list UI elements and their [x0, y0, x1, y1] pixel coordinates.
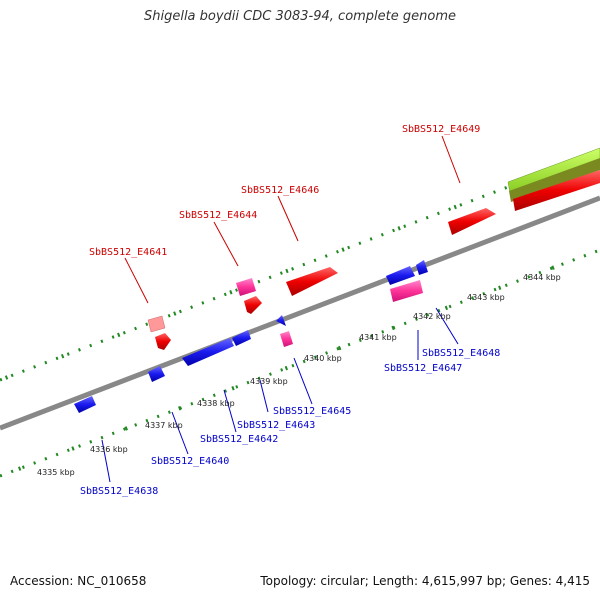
- kbp-label-4340: 4340 kbp: [304, 354, 342, 363]
- inner-ruler: [0, 248, 600, 478]
- gene-label-e4641: SbBS512_E4641: [89, 247, 167, 258]
- reverse-feature-e4645-a: [276, 315, 286, 326]
- reverse-feature-e4643: [232, 330, 251, 346]
- kbp-label-4337: 4337 kbp: [145, 421, 183, 430]
- gene-label-e4649: SbBS512_E4649: [402, 124, 480, 135]
- reverse-feature-e4648: [416, 260, 428, 275]
- gene-label-e4648: SbBS512_E4648: [422, 348, 500, 359]
- green-feature-band: [507, 147, 600, 194]
- kbp-label-4339: 4339 kbp: [250, 377, 288, 386]
- kbp-label-4338: 4338 kbp: [197, 399, 235, 408]
- forward-feature-e4644: [244, 296, 262, 314]
- gene-label-e4640: SbBS512_E4640: [151, 456, 229, 467]
- gene-label-e4642: SbBS512_E4642: [200, 434, 278, 445]
- kbp-label-4343: 4343 kbp: [467, 293, 505, 302]
- gene-label-e4647: SbBS512_E4647: [384, 363, 462, 374]
- reverse-feature-e4640: [148, 366, 165, 382]
- reverse-feature-e4647: [386, 266, 415, 285]
- kbp-scale-labels: 4335 kbp 4336 kbp 4337 kbp 4338 kbp 4339…: [37, 273, 561, 477]
- genome-stats-text: Topology: circular; Length: 4,615,997 bp…: [260, 574, 590, 588]
- reverse-feature-e4647-rna: [390, 280, 423, 302]
- forward-feature-e4641: [155, 333, 171, 350]
- forward-feature-e4641-rna: [147, 315, 166, 333]
- kbp-label-4344: 4344 kbp: [523, 273, 561, 282]
- gene-label-e4646: SbBS512_E4646: [241, 185, 319, 196]
- gene-label-e4645: SbBS512_E4645: [273, 406, 351, 417]
- kbp-label-4335: 4335 kbp: [37, 468, 75, 477]
- reverse-feature-e4642: [182, 338, 234, 366]
- forward-leader-lines: [124, 135, 461, 304]
- accession-text: Accession: NC_010658: [10, 574, 147, 588]
- forward-feature-e4644-rna: [236, 278, 256, 296]
- reverse-feature-e4638: [74, 396, 96, 413]
- forward-feature-e4646: [286, 267, 338, 296]
- genome-backbone: [0, 195, 600, 431]
- kbp-label-4341: 4341 kbp: [359, 333, 397, 342]
- gene-label-e4638: SbBS512_E4638: [80, 486, 158, 497]
- forward-gene-labels: SbBS512_E4641 SbBS512_E4644 SbBS512_E464…: [89, 124, 480, 258]
- gene-label-e4644: SbBS512_E4644: [179, 210, 257, 221]
- reverse-gene-labels: SbBS512_E4638 SbBS512_E4640 SbBS512_E464…: [80, 348, 500, 497]
- forward-feature-e4649: [448, 208, 496, 235]
- kbp-label-4336: 4336 kbp: [90, 445, 128, 454]
- gene-label-e4643: SbBS512_E4643: [237, 420, 315, 431]
- genome-title: Shigella boydii CDC 3083-94, complete ge…: [143, 9, 457, 24]
- reverse-feature-e4645-b: [280, 331, 293, 347]
- reverse-leader-lines: [101, 307, 459, 483]
- olive-feature-band: [509, 158, 600, 202]
- kbp-label-4342: 4342 kbp: [413, 312, 451, 321]
- red-feature-band: [513, 170, 600, 211]
